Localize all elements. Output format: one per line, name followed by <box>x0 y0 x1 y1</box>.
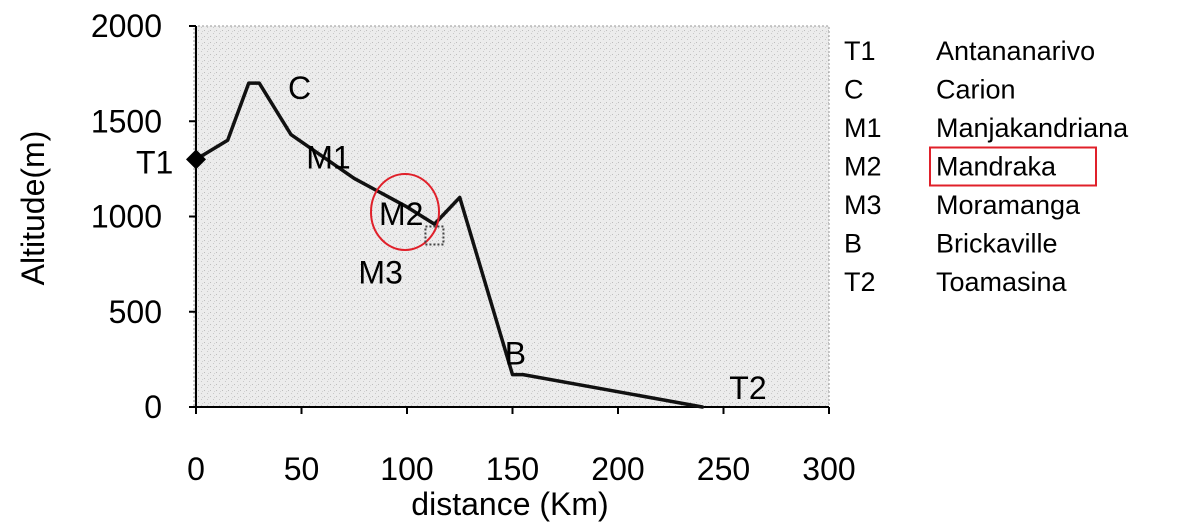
plot-area <box>193 25 830 408</box>
legend-code-m2: M2 <box>844 152 882 182</box>
y-tick-label: 2000 <box>91 8 162 44</box>
altitude-series-line <box>194 81 705 409</box>
legend-name-t1: Antananarivo <box>936 36 1095 66</box>
y-tick-label: 1500 <box>91 103 162 139</box>
x-tick-label: 100 <box>380 451 433 487</box>
legend-code-m3: M3 <box>844 190 882 220</box>
x-axis-title: distance (Km) <box>411 486 608 522</box>
axes: 0 50 100 150 200 250 300 0 500 1000 1500 2000 <box>91 8 856 487</box>
x-tick-label: 150 <box>486 451 539 487</box>
y-axis-title: Altitude(m) <box>15 131 51 286</box>
points-layer <box>186 149 445 251</box>
x-tick-label: 300 <box>802 451 855 487</box>
legend-name-c: Carion <box>936 75 1016 105</box>
y-tick-label: 1000 <box>91 199 162 235</box>
point-marker-t1 <box>186 149 206 170</box>
x-tick-label: 250 <box>697 451 750 487</box>
legend-highlight-box <box>929 146 1097 187</box>
point-label-c: C <box>288 70 311 106</box>
point-label-t2: T2 <box>729 370 766 406</box>
point-label-m2: M2 <box>379 196 423 232</box>
point-label-m3: M3 <box>358 255 402 291</box>
legend-name-b: Brickaville <box>936 229 1058 259</box>
legend: T1 Antananarivo C Carion M1 Manjakandriana M2 M… <box>844 36 1129 297</box>
legend-name-t2: Toamasina <box>936 267 1068 297</box>
labels-layer: T1 C M1 M2 M3 B T2 <box>136 70 767 406</box>
point-label-b: B <box>505 336 526 372</box>
legend-code-t2: T2 <box>844 267 876 297</box>
point-marker-m3 <box>424 225 445 246</box>
x-tick-label: 0 <box>187 451 205 487</box>
legend-name-m3: Moramanga <box>936 190 1081 220</box>
point-label-m1: M1 <box>306 139 350 175</box>
point-label-t1: T1 <box>136 144 173 180</box>
x-tick-label: 50 <box>284 451 320 487</box>
legend-code-b: B <box>844 229 862 259</box>
series-layer <box>194 81 705 409</box>
legend-code-c: C <box>844 75 864 105</box>
highlight-circle-m2 <box>370 172 440 251</box>
legend-code-m1: M1 <box>844 113 882 143</box>
y-tick-label: 0 <box>144 389 162 425</box>
legend-code-t1: T1 <box>844 36 876 66</box>
x-tick-label: 200 <box>591 451 644 487</box>
legend-name-m1: Manjakandriana <box>936 113 1129 143</box>
legend-name-m2: Mandraka <box>936 152 1057 182</box>
y-tick-label: 500 <box>109 294 162 330</box>
